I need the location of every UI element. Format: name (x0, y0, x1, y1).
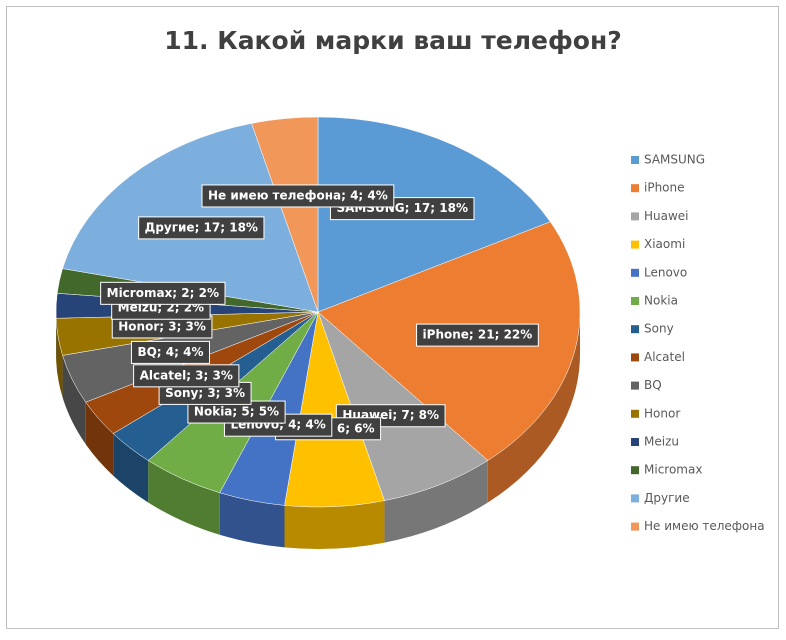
legend-swatch (631, 241, 639, 249)
data-label-text: Micromax; 2; 2% (107, 286, 219, 300)
legend (623, 143, 771, 543)
data-label-text: Не имею телефона; 4; 4% (208, 188, 388, 202)
legend-swatch (631, 466, 639, 474)
data-label-text: Sony; 3; 3% (165, 386, 245, 400)
legend-label: Другие (644, 491, 690, 505)
legend-label: Sony (644, 322, 674, 336)
legend-swatch (631, 438, 639, 446)
legend-swatch (631, 184, 639, 192)
legend-label: Micromax (644, 463, 702, 477)
data-label-text: iPhone; 21; 22% (423, 328, 533, 342)
legend-label: Nokia (644, 294, 678, 308)
data-label-text: Alcatel; 3; 3% (140, 368, 233, 382)
pie-side (284, 501, 384, 549)
legend-swatch (631, 269, 639, 277)
data-label-text: Другие; 17; 18% (145, 220, 258, 234)
legend-label: SAMSUNG (644, 153, 705, 167)
legend-label: Huawei (644, 209, 689, 223)
chart-title: 11. Какой марки ваш телефон? (164, 26, 621, 55)
legend-swatch (631, 410, 639, 418)
data-label-text: Honor; 3; 3% (118, 319, 206, 333)
legend-swatch (631, 523, 639, 531)
legend-swatch (631, 212, 639, 220)
legend-label: iPhone (644, 181, 685, 195)
data-label-text: Nokia; 5; 5% (194, 405, 279, 419)
data-label-text: BQ; 4; 4% (137, 345, 203, 359)
legend-swatch (631, 353, 639, 361)
legend-swatch (631, 297, 639, 305)
legend-swatch (631, 382, 639, 390)
legend-swatch (631, 494, 639, 502)
legend-label: Xiaomi (644, 237, 685, 251)
legend-label: BQ (644, 378, 662, 392)
legend-label: Alcatel (644, 350, 685, 364)
legend-label: Honor (644, 406, 680, 420)
legend-label: Не имею телефона (644, 519, 765, 533)
legend-swatch (631, 156, 639, 164)
legend-label: Lenovo (644, 265, 687, 279)
legend-swatch (631, 325, 639, 333)
legend-label: Meizu (644, 435, 679, 449)
